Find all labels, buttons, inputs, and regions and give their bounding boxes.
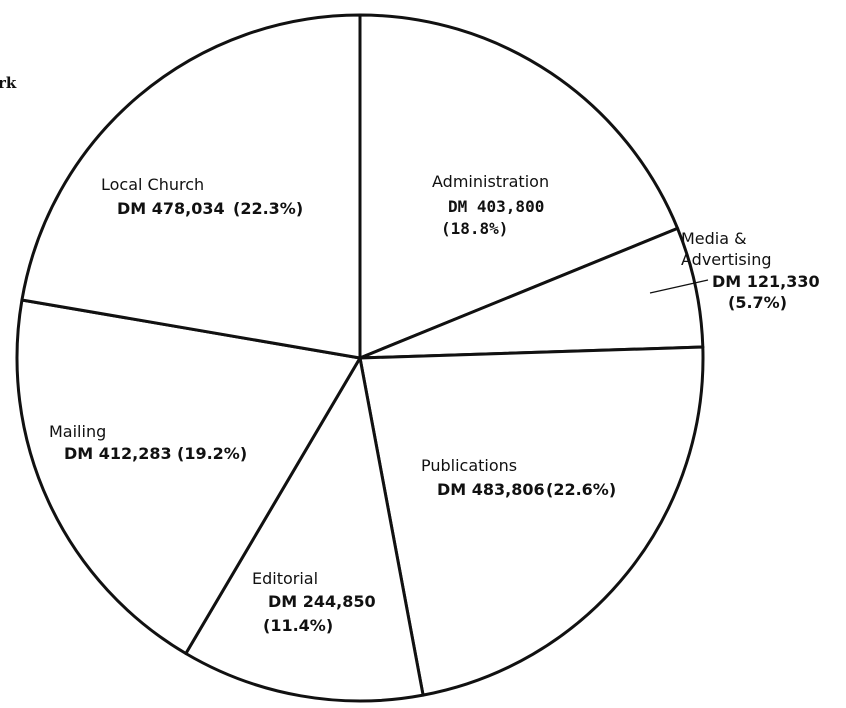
slice-percent-label: (11.4%) xyxy=(263,616,333,635)
slice-value-label: DM 412,283 xyxy=(64,444,172,463)
media-callout-leader xyxy=(649,279,709,294)
slice-label-media-advertising: Media & Advertising DM 121,330 (5.7%) xyxy=(681,229,820,312)
slice-name-label: Administration xyxy=(432,172,549,191)
slice-percent-label: (22.3%) xyxy=(233,199,303,218)
slice-percent-label: (5.7%) xyxy=(728,293,787,312)
slice-name-label: Publications xyxy=(421,456,517,475)
callout-line xyxy=(649,279,709,294)
slice-label-administration: Administration DM 403,800 (18.8%) xyxy=(432,172,549,238)
slice-value-label: DM 244,850 xyxy=(268,592,376,611)
pie-slice-mailing xyxy=(15,298,362,655)
slice-name-label: Local Church xyxy=(101,175,204,194)
slice-label-publications: Publications DM 483,806 (22.6%) xyxy=(421,456,616,499)
slice-name-label-line2: Advertising xyxy=(681,250,772,269)
slice-value-label: DM 483,806 xyxy=(437,480,545,499)
slice-name-label-line1: Media & xyxy=(681,229,747,248)
slice-percent-label: (22.6%) xyxy=(546,480,616,499)
pie-slice-administration xyxy=(358,13,680,360)
slice-percent-label: (18.8%) xyxy=(441,219,508,238)
slice-label-mailing: Mailing DM 412,283 (19.2%) xyxy=(49,422,247,463)
slice-name-label: Editorial xyxy=(252,569,318,588)
pie-slice-editorial xyxy=(184,356,425,703)
slice-name-label: Mailing xyxy=(49,422,106,441)
slice-value-label: DM 478,034 xyxy=(117,199,225,218)
slice-label-editorial: Editorial DM 244,850 (11.4%) xyxy=(252,569,376,635)
slice-label-local-church: Local Church DM 478,034 (22.3%) xyxy=(101,175,303,218)
slice-percent-label: (19.2%) xyxy=(177,444,247,463)
slice-value-label: DM 121,330 xyxy=(712,272,820,291)
slice-value-label: DM 403,800 xyxy=(448,197,544,216)
pie-slice-publications xyxy=(358,345,705,697)
page-edge-fragment-text: rk xyxy=(0,74,17,92)
pie-slice-local-church xyxy=(20,13,362,360)
pie-slices xyxy=(15,13,705,703)
